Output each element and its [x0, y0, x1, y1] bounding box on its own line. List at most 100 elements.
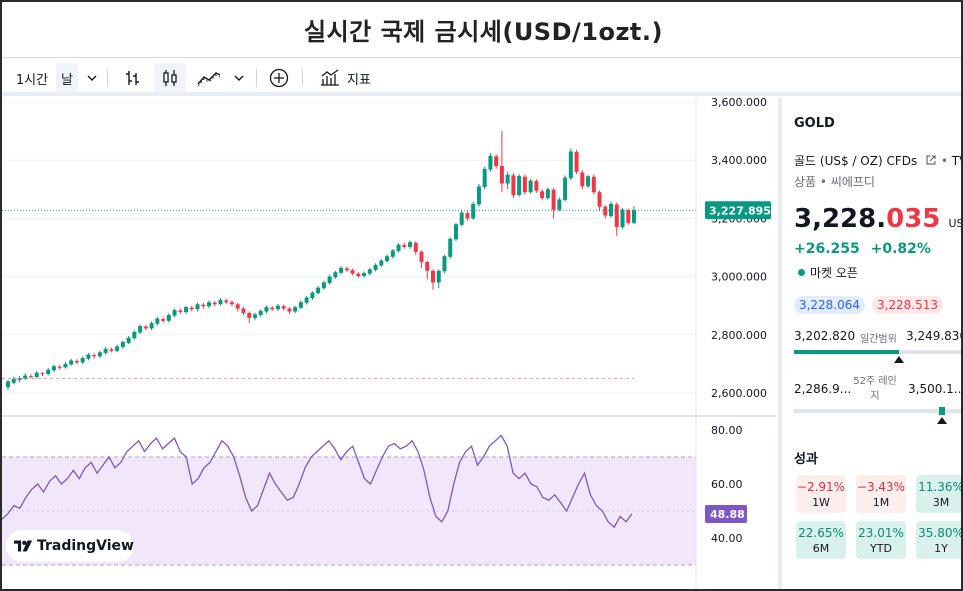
candle-body — [229, 302, 234, 305]
candle-body — [224, 300, 229, 303]
candle-body — [390, 250, 395, 257]
rsi-value-tag-label: 48.88 — [710, 508, 745, 521]
candle-body — [6, 381, 10, 388]
candle-body — [482, 168, 487, 187]
toolbar-divider — [107, 69, 108, 87]
performance-period: 6M — [812, 541, 830, 555]
candle-body — [545, 189, 550, 199]
candle-body — [281, 306, 286, 309]
candle-body — [430, 270, 435, 283]
week52-range-indicator — [939, 407, 946, 415]
candle — [218, 298, 223, 306]
candle-body — [448, 238, 453, 257]
indicators-button[interactable]: 지표 — [314, 63, 376, 93]
price-chart[interactable]: 3,600.0003,400.0003,200.0003,000.0002,80… — [2, 98, 776, 591]
candle — [488, 152, 493, 172]
candle — [195, 302, 200, 311]
candle-body — [488, 155, 493, 170]
candle-body — [298, 302, 303, 308]
candle-body — [109, 349, 114, 351]
bar-chart-icon[interactable] — [118, 63, 148, 93]
candle — [51, 364, 56, 373]
candle-body — [172, 310, 177, 316]
status-dot-icon — [798, 269, 805, 276]
candle — [356, 271, 361, 278]
candle — [310, 291, 315, 300]
candle — [258, 309, 263, 317]
day-high: 3,249.830 — [906, 329, 963, 343]
candle-body — [287, 308, 292, 312]
candle-body — [620, 209, 625, 228]
performance-card-3m[interactable]: 11.36% 3M — [916, 475, 961, 513]
candle-body — [626, 210, 631, 223]
candle — [419, 250, 424, 268]
candle-body — [551, 189, 556, 210]
candle-body — [494, 156, 499, 167]
candle — [304, 295, 309, 305]
candles-icon[interactable] — [154, 63, 186, 93]
period-button[interactable]: 날 — [56, 63, 78, 93]
candle — [505, 171, 510, 190]
candle-body — [212, 302, 217, 305]
candle — [184, 305, 189, 314]
candle-body — [28, 376, 33, 378]
last-price-tag — [705, 201, 771, 220]
price-pane — [2, 101, 696, 394]
candle-body — [184, 307, 189, 313]
day-range-bar — [794, 350, 961, 354]
candle — [385, 254, 390, 263]
chart-toolbar: 1시간 날 지표 — [2, 59, 961, 96]
candle — [86, 352, 91, 361]
candle-body — [115, 346, 120, 351]
candle-body — [80, 358, 85, 363]
performance-period: 3M — [932, 495, 950, 509]
chevron-down-icon[interactable] — [230, 63, 248, 93]
symbol-ticker: GOLD — [794, 116, 835, 131]
candle-body — [69, 360, 74, 365]
area-chart-icon[interactable] — [192, 63, 226, 93]
performance-card-ytd[interactable]: 23.01% YTD — [856, 521, 906, 559]
candle-body — [149, 323, 154, 329]
performance-card-1w[interactable]: −2.91% 1W — [796, 475, 846, 513]
candle-body — [614, 204, 619, 228]
candle-body — [252, 314, 257, 318]
tradingview-logo[interactable]: TradingView — [6, 530, 134, 562]
candle — [34, 371, 39, 379]
performance-title: 성과 — [794, 452, 818, 467]
indicators-label: 지표 — [347, 72, 371, 88]
price-integer: 3,228. — [794, 204, 887, 234]
external-link-icon[interactable] — [925, 154, 937, 166]
add-plus-icon[interactable] — [264, 63, 294, 93]
candle-body — [86, 354, 91, 359]
interval-button[interactable]: 1시간 — [10, 63, 54, 93]
candle-body — [373, 264, 378, 270]
candle-body — [46, 369, 51, 375]
performance-period: 1M — [872, 495, 890, 509]
price-axis-tick: 2,800.000 — [711, 329, 767, 342]
candle — [252, 312, 257, 321]
candle — [390, 248, 395, 259]
candle — [275, 303, 280, 311]
candle — [586, 174, 591, 189]
candle — [448, 237, 453, 259]
candle-body — [207, 302, 212, 307]
performance-card-1m[interactable]: −3.43% 1M — [856, 475, 906, 513]
candle — [379, 259, 384, 268]
candle — [459, 210, 464, 227]
candle — [97, 350, 102, 359]
rsi-value-tag — [705, 505, 747, 524]
candle — [298, 300, 303, 310]
candle — [40, 372, 45, 377]
candle-body — [350, 270, 355, 274]
indicators-icon — [321, 69, 340, 86]
candle-body — [143, 326, 148, 329]
bid-price-badge: 3,228.064 — [794, 296, 865, 314]
candle-body — [11, 379, 16, 383]
chevron-down-icon[interactable] — [82, 63, 102, 93]
time-axis-tick: 6월 — [690, 588, 707, 591]
candle — [115, 344, 120, 353]
performance-card-6m[interactable]: 22.65% 6M — [796, 521, 846, 559]
last-price-tag-label: 3,227.895 — [709, 204, 771, 217]
candle-body — [161, 319, 166, 321]
performance-card-1y[interactable]: 35.80% 1Y — [916, 521, 961, 559]
